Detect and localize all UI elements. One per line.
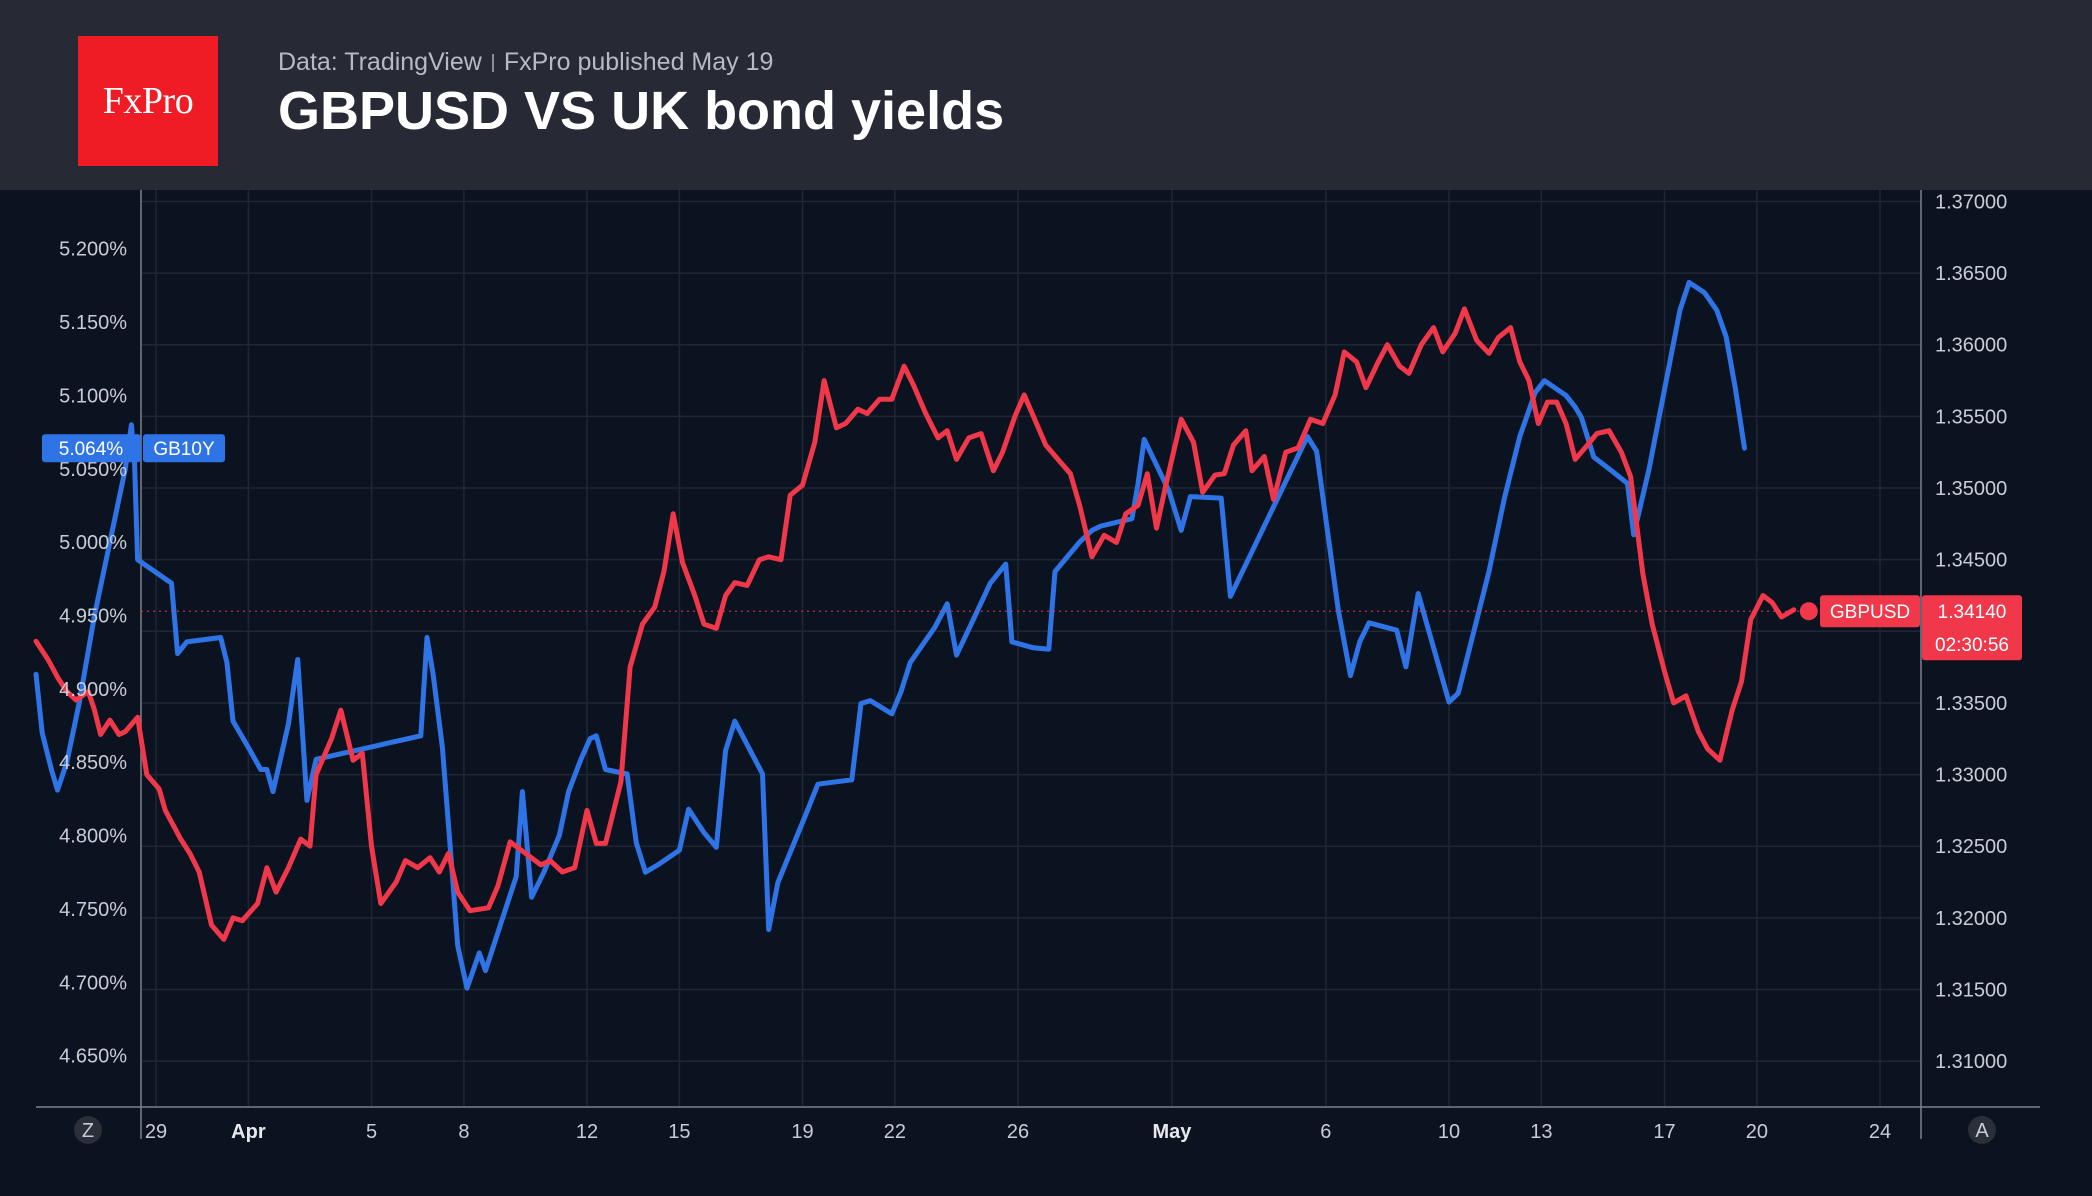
data-source: Data: TradingView (278, 48, 482, 76)
right-axis-button[interactable]: A (1968, 1116, 1996, 1144)
gbpusd-price-tag (1922, 595, 2022, 661)
left-tick-label: 4.850% (59, 752, 127, 774)
x-tick-label: 8 (458, 1121, 469, 1143)
x-tick-label: 19 (791, 1121, 813, 1143)
left-tick-label: 5.100% (59, 385, 127, 407)
x-tick-label: 24 (1869, 1121, 1891, 1143)
x-tick-label: 6 (1320, 1121, 1331, 1143)
series-lines (33, 279, 1921, 991)
left-axis-button[interactable]: Z (74, 1116, 102, 1144)
x-tick-label: 20 (1746, 1121, 1768, 1143)
separator (491, 53, 494, 72)
left-tick-label: 4.650% (59, 1046, 127, 1068)
header-bar: FxPro Data: TradingView FxPro published … (0, 0, 2092, 190)
right-tick-label: 1.34500 (1935, 550, 2007, 572)
x-tick-label: 13 (1530, 1121, 1552, 1143)
left-tick-label: 4.950% (59, 605, 127, 627)
axis-button-circle (74, 1116, 102, 1144)
right-tick-label: 1.36500 (1935, 263, 2007, 285)
axis-labels: 4.650% 4.700% 4.750% 4.800% 4.850% 4.900% 4.95… (42, 191, 2022, 1144)
left-tick-label: 4.700% (59, 972, 127, 994)
x-tick-label: 5 (366, 1121, 377, 1143)
gb10y-name-tag (143, 434, 225, 463)
left-tick-label: 4.800% (59, 826, 127, 848)
right-tick-label: 1.35500 (1935, 406, 2007, 428)
right-tick-label: 1.36000 (1935, 335, 2007, 357)
x-tick-label: 10 (1438, 1121, 1460, 1143)
axes (36, 190, 2040, 1139)
x-tick-label: 26 (1007, 1121, 1029, 1143)
axis-button-circle (1968, 1116, 1996, 1144)
x-tick-label: May (1152, 1121, 1192, 1143)
published-date: FxPro published May 19 (503, 48, 774, 76)
series-line-gb10y (33, 279, 1747, 991)
x-tick-label: 12 (576, 1121, 598, 1143)
left-tick-label: 5.000% (59, 532, 127, 554)
gb10y-value-label: 5.064% (59, 439, 124, 460)
right-tick-label: 1.35000 (1935, 478, 2007, 500)
gbpusd-countdown-label: 02:30:56 (1935, 635, 2009, 656)
fxpro-logo: FxPro (78, 36, 218, 166)
right-tick-label: 1.33000 (1935, 765, 2007, 787)
right-tick-label: 1.31000 (1935, 1051, 2007, 1073)
left-tick-label: 5.050% (59, 459, 127, 481)
x-tick-label: 22 (884, 1121, 906, 1143)
page-title: GBPUSD VS UK bond yields (278, 81, 1005, 141)
x-tick-label: 29 (145, 1121, 167, 1143)
right-tick-label: 1.32500 (1935, 836, 2007, 858)
right-tick-label: 1.33500 (1935, 693, 2007, 715)
x-tick-label: 15 (668, 1121, 690, 1143)
left-tick-label: 5.200% (59, 239, 127, 261)
subtitle: Data: TradingView FxPro published May 19 (278, 48, 773, 77)
right-tick-label: 1.37000 (1935, 191, 2007, 213)
left-tick-label: 4.750% (59, 899, 127, 921)
gbpusd-price-label: 1.34140 (1938, 602, 2007, 623)
left-tick-label: 4.900% (59, 679, 127, 701)
axis-button-label: A (1975, 1120, 1989, 1142)
gbpusd-name-label: GBPUSD (1830, 602, 1910, 623)
left-tick-label: 5.150% (59, 312, 127, 334)
gb10y-name-label: GB10Y (153, 439, 215, 460)
right-tick-label: 1.31500 (1935, 980, 2007, 1002)
gbpusd-name-tag (1820, 595, 1920, 628)
logo-text: FxPro (102, 80, 194, 122)
x-tick-label: Apr (231, 1121, 266, 1143)
axis-button-label: Z (82, 1120, 94, 1142)
gbpusd-last-point (1799, 602, 1818, 621)
gb10y-value-tag (42, 434, 141, 463)
grid-lines (141, 190, 1921, 1107)
series-line-gbpusd (33, 306, 1797, 942)
right-tick-label: 1.32000 (1935, 908, 2007, 930)
x-tick-label: 17 (1653, 1121, 1675, 1143)
